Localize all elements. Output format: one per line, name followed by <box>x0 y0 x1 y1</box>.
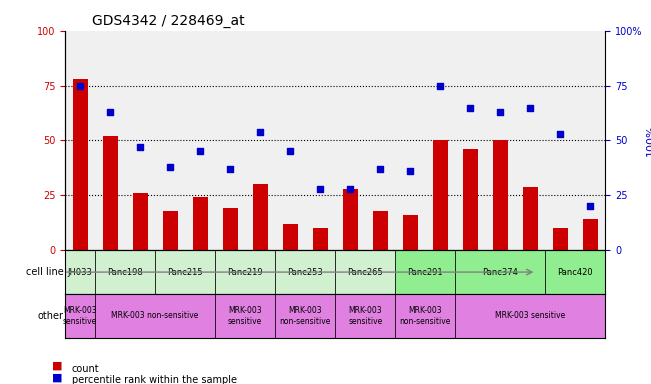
Point <box>465 104 475 111</box>
Point <box>495 109 506 115</box>
Point <box>345 185 355 192</box>
Bar <box>553 228 568 250</box>
Text: MRK-003
non-sensitive: MRK-003 non-sensitive <box>400 306 451 326</box>
Text: percentile rank within the sample: percentile rank within the sample <box>72 375 236 384</box>
Bar <box>283 224 298 250</box>
Point <box>525 104 536 111</box>
Point <box>405 168 415 174</box>
Text: cell line: cell line <box>26 267 64 277</box>
FancyBboxPatch shape <box>275 250 335 294</box>
Text: Panc215: Panc215 <box>167 268 203 276</box>
FancyBboxPatch shape <box>215 250 275 294</box>
Bar <box>253 184 268 250</box>
Bar <box>223 209 238 250</box>
Text: GDS4342 / 228469_at: GDS4342 / 228469_at <box>92 14 245 28</box>
FancyBboxPatch shape <box>455 250 546 294</box>
Text: ■: ■ <box>52 372 62 382</box>
FancyBboxPatch shape <box>275 294 335 338</box>
Text: JH033: JH033 <box>68 268 92 276</box>
Point <box>105 109 115 115</box>
Bar <box>103 136 118 250</box>
Bar <box>73 79 88 250</box>
Bar <box>163 211 178 250</box>
Y-axis label: 100%: 100% <box>645 125 651 156</box>
Text: Panc291: Panc291 <box>408 268 443 276</box>
FancyBboxPatch shape <box>395 294 455 338</box>
Bar <box>403 215 418 250</box>
Point <box>225 166 236 172</box>
Point <box>555 131 566 137</box>
FancyBboxPatch shape <box>95 294 215 338</box>
Point <box>75 83 85 89</box>
Text: Panc420: Panc420 <box>558 268 593 276</box>
Point <box>255 129 266 135</box>
FancyBboxPatch shape <box>335 294 395 338</box>
Text: Panc198: Panc198 <box>107 268 143 276</box>
Bar <box>343 189 358 250</box>
Bar <box>583 219 598 250</box>
Text: Panc374: Panc374 <box>482 268 518 276</box>
Text: MRK-003
sensitive: MRK-003 sensitive <box>348 306 382 326</box>
Point <box>285 148 296 154</box>
Bar <box>312 228 327 250</box>
FancyBboxPatch shape <box>65 250 95 294</box>
Text: ■: ■ <box>52 361 62 371</box>
Point <box>435 83 445 89</box>
FancyBboxPatch shape <box>65 294 95 338</box>
Point <box>585 203 596 209</box>
Text: other: other <box>38 311 64 321</box>
FancyBboxPatch shape <box>395 250 455 294</box>
Bar <box>463 149 478 250</box>
FancyBboxPatch shape <box>215 294 275 338</box>
Point <box>195 148 206 154</box>
Point <box>135 144 145 150</box>
FancyBboxPatch shape <box>546 250 605 294</box>
Bar <box>133 193 148 250</box>
Point <box>315 185 326 192</box>
Text: MRK-003
sensitive: MRK-003 sensitive <box>228 306 262 326</box>
Point <box>165 164 175 170</box>
Text: MRK-003 sensitive: MRK-003 sensitive <box>495 311 566 321</box>
Bar <box>433 141 448 250</box>
Text: MRK-003
non-sensitive: MRK-003 non-sensitive <box>279 306 331 326</box>
FancyBboxPatch shape <box>455 294 605 338</box>
Point <box>375 166 385 172</box>
Text: Panc265: Panc265 <box>348 268 383 276</box>
Bar <box>193 197 208 250</box>
FancyBboxPatch shape <box>155 250 215 294</box>
FancyBboxPatch shape <box>95 250 155 294</box>
Text: Panc253: Panc253 <box>287 268 323 276</box>
Text: MRK-003
sensitive: MRK-003 sensitive <box>63 306 97 326</box>
Bar <box>493 141 508 250</box>
Text: Panc219: Panc219 <box>227 268 263 276</box>
FancyBboxPatch shape <box>335 250 395 294</box>
Text: count: count <box>72 364 99 374</box>
Bar <box>523 187 538 250</box>
Bar <box>373 211 388 250</box>
Text: MRK-003 non-sensitive: MRK-003 non-sensitive <box>111 311 199 321</box>
